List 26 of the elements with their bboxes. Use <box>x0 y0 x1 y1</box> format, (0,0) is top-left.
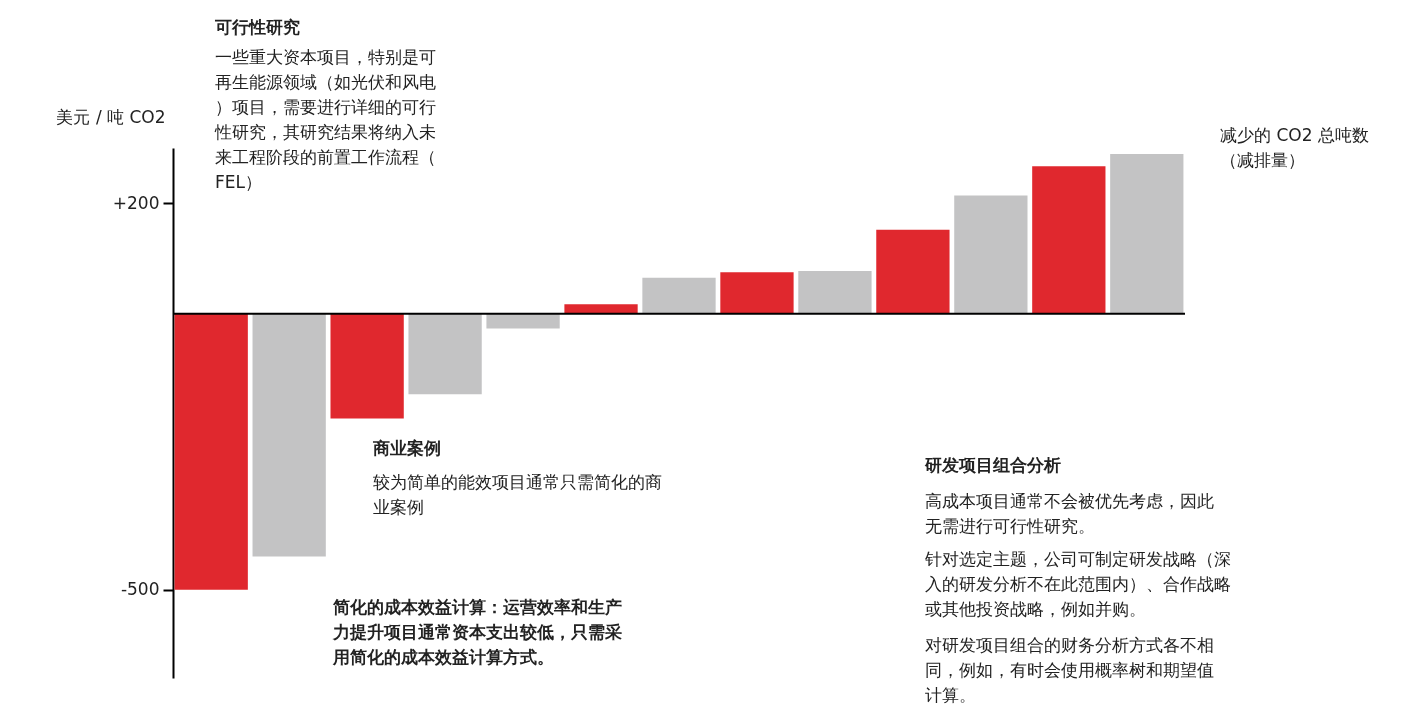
text: 可行性研究 <box>214 17 300 37</box>
bar <box>330 313 404 419</box>
bar <box>564 304 638 314</box>
bar <box>642 277 716 314</box>
annotation: 较为简单的能效项目通常只需简化的商业案例 <box>373 472 662 517</box>
annotation: 针对选定主题，公司可制定研发战略（深入的研发分析不在此范围内）、合作战略或其他投资战略，例如并购。 <box>924 549 1231 619</box>
bar <box>798 271 872 314</box>
x-axis-title: 减少的 CO2 总吨数（减排量） <box>1220 125 1369 170</box>
annotation: 商业案例 <box>372 438 441 458</box>
bar <box>1110 154 1184 314</box>
bar <box>954 195 1028 314</box>
y-tick-label: -500 <box>120 579 160 600</box>
annotation: 高成本项目通常不会被优先考虑，因此无需进行可行性研究。 <box>925 491 1214 536</box>
annotation: 研发项目组合分析 <box>924 455 1061 475</box>
annotation: 对研发项目组合的财务分析方式各不相同，例如，有时会使用概率树和期望值计算。 <box>925 635 1214 705</box>
bar <box>252 313 326 557</box>
y-tick-label: +200 <box>112 192 160 213</box>
bar <box>876 229 950 314</box>
bar <box>174 313 248 590</box>
bar <box>1032 166 1106 314</box>
y-axis-title: 美元 / 吨 CO2 <box>56 106 166 127</box>
annotation: 简化的成本效益计算：运营效率和生产力提升项目通常资本支出较低，只需采用简化的成本效益计算方式。 <box>332 597 622 667</box>
bar <box>486 313 560 329</box>
bar <box>408 313 482 395</box>
bar <box>720 272 794 314</box>
annotation: 一些重大资本项目，特别是可再生能源领域（如光伏和风电）项目，需要进行详细的可行性研究，其研究结果将纳入未来工程阶段的前置工作流程（FEL） <box>214 47 436 192</box>
